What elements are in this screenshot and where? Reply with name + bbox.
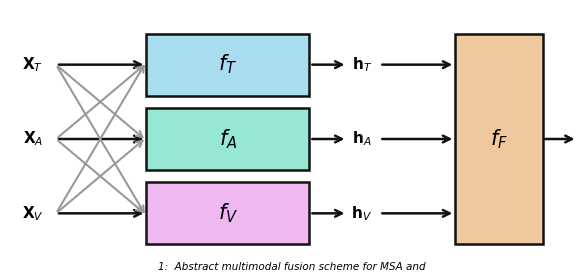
Text: $\mathbf{X}_A$: $\mathbf{X}_A$ (23, 130, 43, 148)
Text: $\mathbf{X}_V$: $\mathbf{X}_V$ (22, 204, 44, 223)
Bar (147, 182, 310, 244)
Text: $\mathbf{h}_V$: $\mathbf{h}_V$ (352, 204, 373, 223)
Text: $f_A$: $f_A$ (219, 127, 237, 151)
Text: $f_T$: $f_T$ (218, 53, 238, 76)
Text: $f_F$: $f_F$ (490, 127, 508, 151)
Text: $\mathbf{h}_A$: $\mathbf{h}_A$ (352, 130, 371, 148)
Text: $\mathbf{X}_T$: $\mathbf{X}_T$ (22, 55, 43, 74)
Text: $\mathbf{h}_T$: $\mathbf{h}_T$ (352, 55, 372, 74)
Bar (147, 34, 310, 96)
Bar (147, 108, 310, 170)
Text: $f_V$: $f_V$ (218, 202, 238, 225)
Bar (455, 34, 543, 244)
Text: 1:  Abstract multimodal fusion scheme for MSA and: 1: Abstract multimodal fusion scheme for… (158, 262, 426, 272)
